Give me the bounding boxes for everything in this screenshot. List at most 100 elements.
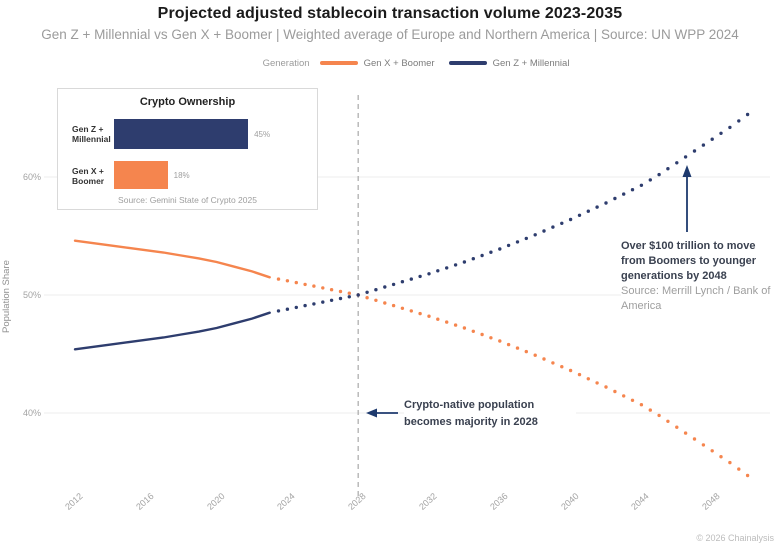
projection-dot	[356, 293, 360, 297]
projection-dot	[533, 233, 537, 237]
y-tick-label: 40%	[22, 408, 41, 418]
chart-title: Projected adjusted stablecoin transactio…	[157, 5, 623, 22]
projection-dot	[657, 172, 661, 177]
projection-dot	[692, 149, 697, 153]
projection-dot	[285, 279, 290, 283]
projection-dot	[515, 346, 520, 350]
inset-bar	[114, 119, 249, 149]
legend-item: Gen X + Boomer	[319, 57, 435, 69]
legend-swatch	[319, 61, 358, 65]
annotation-wealth-text: Over $100 trillion to move from Boomers …	[621, 240, 757, 282]
projection-dot	[622, 394, 626, 398]
projection-dot	[701, 443, 706, 447]
projection-dot	[577, 372, 582, 377]
projection-dot	[294, 305, 298, 310]
projection-dot	[338, 296, 343, 301]
projection-dot	[719, 131, 723, 135]
projection-dot	[498, 339, 502, 343]
y-tick-label: 50%	[22, 290, 41, 300]
left-arrow-head	[366, 408, 377, 418]
legend-item-label: Gen Z + Millennial	[492, 57, 570, 69]
projection-dot	[577, 213, 582, 217]
projection-dot	[453, 263, 458, 267]
projection-dot	[418, 274, 422, 279]
projection-dot	[276, 309, 281, 313]
projection-dot	[622, 192, 626, 196]
projection-dot	[303, 303, 307, 308]
inset-bar	[114, 161, 168, 189]
projection-dot	[692, 437, 697, 441]
projection-dot	[630, 398, 635, 402]
projection-dot	[365, 290, 369, 294]
projection-dot	[506, 342, 511, 347]
projection-dot	[471, 257, 475, 261]
up-arrow-head	[682, 165, 692, 177]
projection-dot	[560, 221, 564, 225]
projection-dot	[436, 317, 440, 321]
projection-dot	[745, 112, 750, 117]
projection-dot	[533, 353, 537, 357]
annotation-wealth-transfer: Over $100 trillion to move from Boomers …	[621, 239, 780, 314]
projection-dot	[462, 326, 467, 330]
projection-dot	[374, 298, 378, 302]
annotation-wealth-source: Source: Merrill Lynch / Bank of America	[621, 285, 771, 312]
projection-dot	[409, 309, 413, 313]
projection-dot	[445, 320, 449, 324]
projection-dot	[374, 288, 378, 292]
projection-dot	[551, 225, 555, 229]
projection-dot	[480, 332, 484, 337]
projection-dot	[489, 336, 493, 340]
projection-dot	[506, 243, 511, 248]
series-line-gen-x-boomer	[73, 239, 271, 279]
legend-item-label: Gen X + Boomer	[363, 57, 435, 69]
projection-dot	[418, 311, 422, 316]
projection-dot	[728, 460, 732, 465]
projection-dot	[595, 205, 599, 209]
projection-dot	[560, 365, 564, 369]
projection-dot	[657, 413, 661, 418]
projection-dot	[400, 306, 405, 310]
projection-dot	[710, 449, 714, 453]
projection-dot	[321, 300, 325, 304]
projection-dot	[737, 467, 741, 471]
y-tick-label: 60%	[22, 172, 41, 182]
projection-dot	[568, 217, 573, 222]
copyright: © 2026 Chainalysis	[696, 533, 774, 543]
projection-dot	[321, 286, 325, 290]
projection-dot	[675, 425, 679, 429]
projection-dot	[409, 277, 413, 281]
projection-dot	[365, 296, 369, 300]
projection-dot	[338, 289, 343, 294]
legend: Generation Gen X + Boomer Gen Z + Millenn…	[26, 56, 780, 70]
projection-dot	[480, 253, 484, 258]
chart-subtitle: Gen Z + Millennial vs Gen X + Boomer | W…	[41, 27, 739, 42]
projection-dot	[400, 280, 405, 284]
projection-dot	[312, 302, 316, 306]
projection-dot	[453, 323, 458, 327]
projection-dot	[586, 209, 590, 213]
projection-dot	[728, 125, 732, 130]
series-dots-gen-z-millennial	[276, 112, 750, 313]
projection-dot	[604, 385, 608, 389]
projection-dot	[498, 247, 502, 251]
projection-dot	[462, 260, 467, 264]
inset-bar-label: Gen Z + Millennial	[72, 124, 111, 144]
projection-dot	[285, 307, 290, 311]
projection-dot	[312, 284, 316, 288]
inset-bar-value: 18%	[173, 171, 190, 180]
annotation-majority-text: Crypto-native population becomes majorit…	[404, 399, 538, 428]
projection-dot	[648, 408, 652, 412]
projection-dot	[391, 303, 396, 308]
series-line-gen-z-millennial	[73, 311, 271, 351]
projection-dot	[630, 188, 635, 192]
projection-dot	[701, 143, 706, 147]
projection-dot	[710, 137, 714, 141]
series-dots-gen-x-boomer	[276, 277, 750, 478]
projection-dot	[427, 272, 431, 276]
projection-dot	[648, 178, 652, 182]
projection-dot	[683, 431, 688, 435]
projection-dot	[586, 377, 590, 381]
projection-dot	[427, 314, 431, 318]
projection-dot	[568, 368, 573, 373]
inset-chart: Crypto Ownership Gen Z + Millennial 45% Gen…	[57, 88, 318, 210]
